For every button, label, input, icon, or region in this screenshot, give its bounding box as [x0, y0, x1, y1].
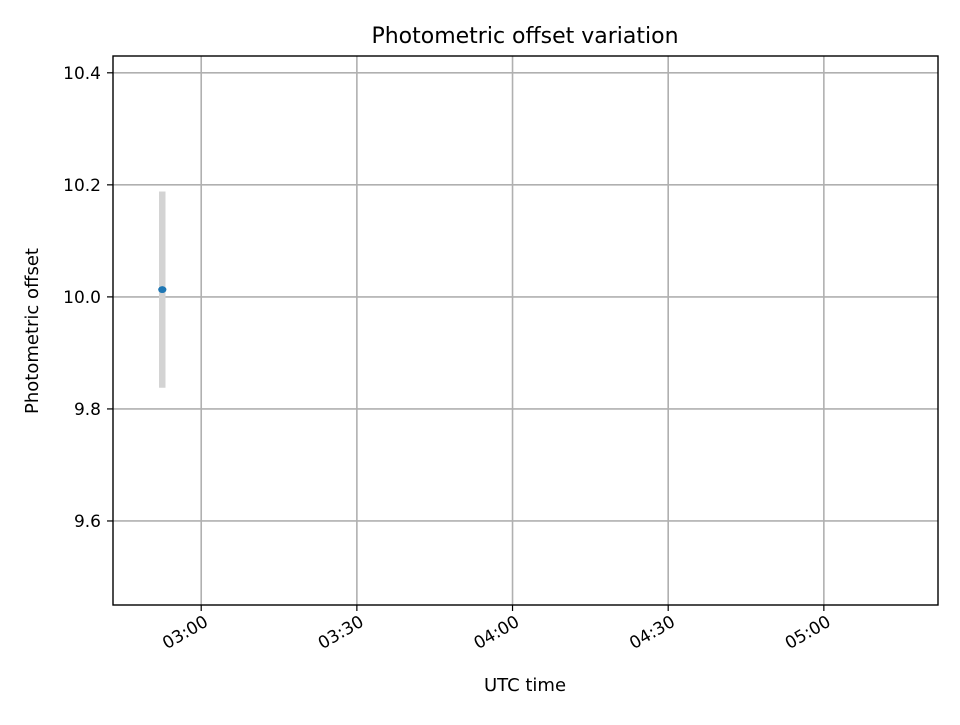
y-tick-label: 10.4 [63, 64, 101, 84]
point-layer [158, 286, 167, 293]
x-tick-label: 05:00 [782, 612, 834, 654]
x-axis-label: UTC time [484, 675, 566, 696]
y-tick-label: 10.0 [63, 288, 101, 308]
x-tick-label: 03:30 [315, 612, 367, 654]
x-tick-label: 03:00 [159, 612, 211, 654]
data-point [158, 286, 167, 293]
y-tick-label: 10.2 [63, 176, 101, 196]
plot-frame [112, 55, 939, 606]
grid-layer [113, 56, 938, 605]
x-tick-label: 04:00 [471, 612, 523, 654]
y-tick-label: 9.8 [74, 400, 101, 420]
y-axis-label: Photometric offset [22, 248, 43, 414]
y-tick-label: 9.6 [74, 512, 101, 532]
x-tick-label: 04:30 [626, 612, 678, 654]
chart-title: Photometric offset variation [371, 24, 678, 49]
tick-layer: 9.6 9.8 10.0 10.2 10.4 03:00 03:30 04:00 04:30 05… [63, 64, 834, 654]
